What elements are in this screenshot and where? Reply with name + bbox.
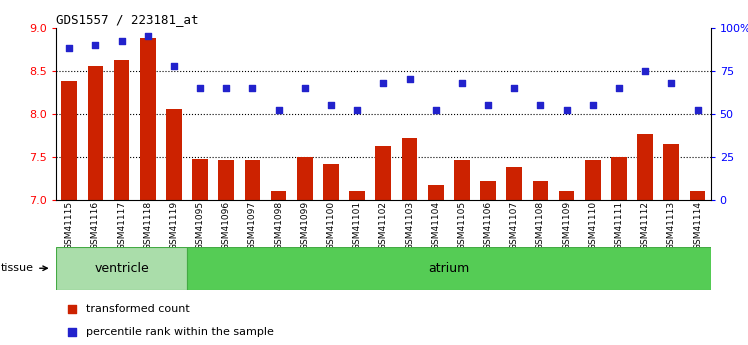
Point <box>665 80 677 86</box>
Point <box>526 23 538 28</box>
Bar <box>480 181 496 200</box>
Bar <box>663 144 679 200</box>
Point <box>90 42 102 48</box>
Point <box>325 102 337 108</box>
Text: GSM41107: GSM41107 <box>509 201 519 250</box>
Bar <box>690 191 705 200</box>
Bar <box>88 66 103 200</box>
Bar <box>637 134 653 200</box>
Bar <box>559 191 574 200</box>
Text: percentile rank within the sample: percentile rank within the sample <box>85 327 274 337</box>
Bar <box>218 160 234 200</box>
Point <box>220 85 232 91</box>
Bar <box>245 160 260 200</box>
Text: GSM41105: GSM41105 <box>457 201 467 250</box>
Bar <box>166 109 182 200</box>
Point <box>613 85 625 91</box>
Point <box>691 108 703 113</box>
Point <box>561 108 573 113</box>
Point <box>639 68 651 73</box>
Point <box>586 102 598 108</box>
Text: GSM41095: GSM41095 <box>195 201 205 250</box>
Point <box>429 108 441 113</box>
Text: GSM41100: GSM41100 <box>326 201 336 250</box>
Bar <box>61 81 77 200</box>
Point <box>526 227 538 232</box>
Text: GSM41101: GSM41101 <box>352 201 362 250</box>
Point <box>352 108 364 113</box>
Point <box>456 80 468 86</box>
Text: GSM41116: GSM41116 <box>91 201 100 250</box>
Text: tissue: tissue <box>1 263 47 273</box>
Bar <box>192 159 208 200</box>
Text: GSM41114: GSM41114 <box>693 201 702 250</box>
Point <box>534 102 546 108</box>
Text: GSM41102: GSM41102 <box>378 201 388 250</box>
Point <box>404 77 416 82</box>
Text: GSM41110: GSM41110 <box>588 201 598 250</box>
Bar <box>114 59 129 200</box>
Text: GSM41109: GSM41109 <box>562 201 571 250</box>
Bar <box>271 191 286 200</box>
Point <box>272 108 284 113</box>
Bar <box>585 160 601 200</box>
Text: ventricle: ventricle <box>94 262 149 275</box>
Text: GSM41108: GSM41108 <box>536 201 545 250</box>
Text: GSM41104: GSM41104 <box>431 201 441 250</box>
Point <box>482 102 494 108</box>
Text: GSM41117: GSM41117 <box>117 201 126 250</box>
Point <box>298 85 311 91</box>
Bar <box>428 185 444 200</box>
Text: GSM41111: GSM41111 <box>614 201 624 250</box>
Text: GSM41096: GSM41096 <box>221 201 231 250</box>
Point <box>509 85 521 91</box>
Text: GSM41112: GSM41112 <box>640 201 650 250</box>
Bar <box>187 247 711 290</box>
Bar <box>375 146 391 200</box>
Bar <box>506 167 522 200</box>
Bar <box>611 157 627 200</box>
Text: GSM41097: GSM41097 <box>248 201 257 250</box>
Point <box>168 63 180 68</box>
Text: transformed count: transformed count <box>85 304 189 314</box>
Bar <box>297 157 313 200</box>
Point <box>194 85 206 91</box>
Text: atrium: atrium <box>428 262 470 275</box>
Text: GSM41099: GSM41099 <box>300 201 310 250</box>
Point <box>377 80 389 86</box>
Text: GSM41106: GSM41106 <box>483 201 493 250</box>
Bar <box>56 247 187 290</box>
Bar <box>349 191 365 200</box>
Text: GSM41098: GSM41098 <box>274 201 283 250</box>
Text: GSM41113: GSM41113 <box>666 201 676 250</box>
Text: GSM41103: GSM41103 <box>405 201 414 250</box>
Bar <box>140 38 156 200</box>
Text: GSM41118: GSM41118 <box>143 201 153 250</box>
Point <box>63 46 75 51</box>
Point <box>141 33 154 39</box>
Point <box>115 39 127 44</box>
Text: GSM41119: GSM41119 <box>169 201 179 250</box>
Bar <box>454 160 470 200</box>
Point <box>246 85 259 91</box>
Bar <box>402 138 417 200</box>
Bar <box>533 181 548 200</box>
Bar <box>323 164 339 200</box>
Text: GSM41115: GSM41115 <box>64 201 74 250</box>
Text: GDS1557 / 223181_at: GDS1557 / 223181_at <box>56 13 199 27</box>
